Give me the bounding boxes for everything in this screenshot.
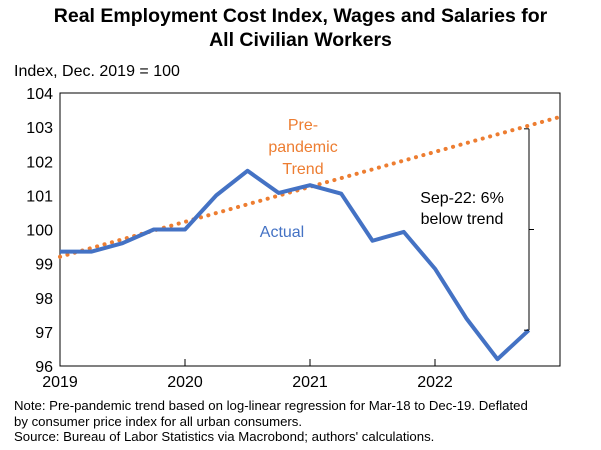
chart-title-line-1: Real Employment Cost Index, Wages and Sa… <box>53 5 548 27</box>
gap-annotation-line: below trend <box>421 211 504 228</box>
y-tick-label: 103 <box>26 120 53 137</box>
x-tick-label: 2019 <box>42 374 78 391</box>
y-axis-unit-label: Index, Dec. 2019 = 100 <box>14 63 180 80</box>
y-tick-label: 100 <box>26 223 53 240</box>
x-tick-label: 2021 <box>292 374 328 391</box>
note-line-1: Note: Pre-pandemic trend based on log-li… <box>14 398 528 413</box>
source-line: Source: Bureau of Labor Statistics via M… <box>14 429 435 444</box>
y-tick-label: 102 <box>26 154 53 171</box>
trend-annotation-line: Pre- <box>288 117 318 134</box>
gap-annotation-line: Sep-22: 6% <box>420 190 504 207</box>
trend-annotation-line: Trend <box>282 161 323 178</box>
actual-annotation: Actual <box>260 224 304 241</box>
chart-title: Real Employment Cost Index, Wages and Sa… <box>0 4 601 52</box>
y-tick-label: 98 <box>35 291 53 308</box>
chart-notes: Note: Pre-pandemic trend based on log-li… <box>14 398 594 445</box>
y-tick-label: 104 <box>26 86 53 103</box>
note-line-2: by consumer price index for all urban co… <box>14 413 303 429</box>
actual-series-line <box>60 168 531 362</box>
x-tick-label: 2020 <box>167 374 203 391</box>
x-tick-label: 2022 <box>417 374 453 391</box>
trend-annotation-line: pandemic <box>268 139 337 156</box>
chart-title-line-2: All Civilian Workers <box>209 29 392 51</box>
y-tick-label: 99 <box>35 257 53 274</box>
y-tick-label: 97 <box>35 325 53 342</box>
y-tick-label: 101 <box>26 188 53 205</box>
y-tick-label: 96 <box>35 359 53 376</box>
